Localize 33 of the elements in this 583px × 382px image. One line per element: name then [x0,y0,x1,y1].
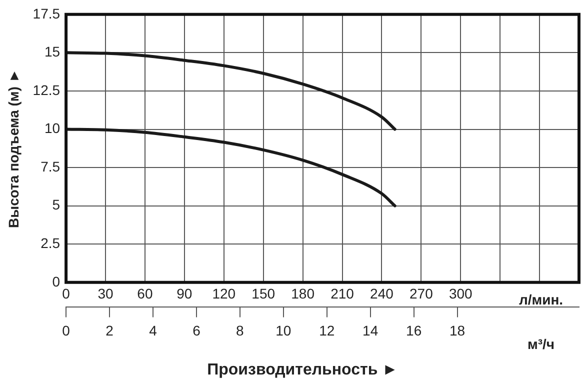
x-axis-title: л/мин. [518,291,564,308]
y-tick-label: 15 [44,44,60,60]
y-tick-label: 0 [52,273,60,290]
x-tick-label: 150 [252,286,276,302]
x2-tick-label: 18 [449,322,466,338]
x-tick-label: 90 [176,286,192,302]
x-tick-label: 240 [370,286,394,302]
x-tick-label: 0 [62,286,70,302]
y-axis-title: Высота подъема (м) ► [5,68,22,228]
x2-tick-label: 4 [149,322,158,338]
y-tick-label: 10 [44,120,60,136]
x-tick-label: 300 [448,286,473,302]
text: Производительность ► [207,361,398,378]
x2-axis-title: м³/ч [527,336,555,352]
x2-tick-label: 6 [192,322,201,338]
y-tick-label: 12.5 [32,82,60,98]
x2-tick-label: 16 [406,322,422,338]
y-tick-label: 5 [52,196,60,213]
x-tick-label: 210 [330,286,354,302]
y-tick-label: 2.5 [40,234,60,251]
x2-tick-label: 0 [62,322,70,338]
y-tick-label: 17.5 [32,5,60,22]
x-tick-label: 120 [212,286,236,302]
y-tick-label: 7.5 [40,158,60,174]
x2-tick-label: 10 [276,322,292,338]
x2-tick-label: 12 [319,322,335,338]
x-tick-label: 60 [137,286,153,302]
x-tick-label: 180 [291,286,315,302]
x2-tick-label: 2 [106,322,114,338]
x-tick-label: 30 [98,286,114,302]
x2-tick-label: 8 [236,322,244,338]
x2-tick-label: 14 [362,322,378,338]
x-tick-label: 270 [409,286,434,302]
